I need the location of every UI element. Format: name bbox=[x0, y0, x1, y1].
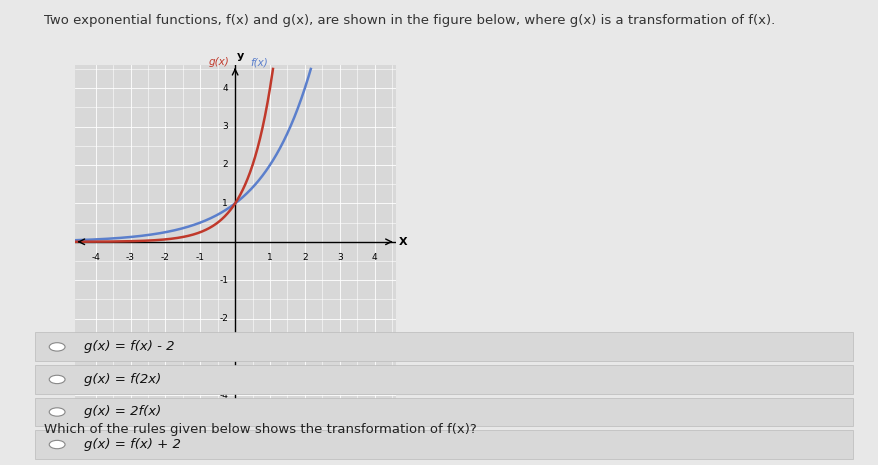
Text: -1: -1 bbox=[196, 253, 205, 262]
Text: g(x) = f(2x): g(x) = f(2x) bbox=[83, 373, 161, 386]
Text: 1: 1 bbox=[267, 253, 272, 262]
Text: 3: 3 bbox=[336, 253, 342, 262]
Text: -4: -4 bbox=[91, 253, 100, 262]
Text: -3: -3 bbox=[219, 352, 228, 362]
Text: Which of the rules given below shows the transformation of f(x)?: Which of the rules given below shows the… bbox=[44, 423, 476, 436]
Text: g(x) = f(x) - 2: g(x) = f(x) - 2 bbox=[83, 340, 174, 353]
Text: g(x): g(x) bbox=[209, 57, 229, 67]
Text: -4: -4 bbox=[219, 391, 228, 400]
Text: X: X bbox=[399, 237, 407, 247]
Text: -1: -1 bbox=[219, 276, 228, 285]
Text: 1: 1 bbox=[222, 199, 228, 208]
Text: g(x) = 2f(x): g(x) = 2f(x) bbox=[83, 405, 161, 419]
Text: Two exponential functions, f(x) and g(x), are shown in the figure below, where g: Two exponential functions, f(x) and g(x)… bbox=[44, 14, 774, 27]
Text: -3: -3 bbox=[126, 253, 135, 262]
Text: 2: 2 bbox=[302, 253, 307, 262]
Text: g(x) = f(x) + 2: g(x) = f(x) + 2 bbox=[83, 438, 180, 451]
Text: -2: -2 bbox=[161, 253, 169, 262]
Text: 3: 3 bbox=[222, 122, 228, 131]
Text: -2: -2 bbox=[219, 314, 228, 323]
Text: y: y bbox=[236, 51, 244, 61]
Text: f(x): f(x) bbox=[250, 57, 268, 67]
Text: 4: 4 bbox=[371, 253, 377, 262]
Text: 2: 2 bbox=[222, 160, 228, 169]
Text: 4: 4 bbox=[222, 84, 228, 93]
